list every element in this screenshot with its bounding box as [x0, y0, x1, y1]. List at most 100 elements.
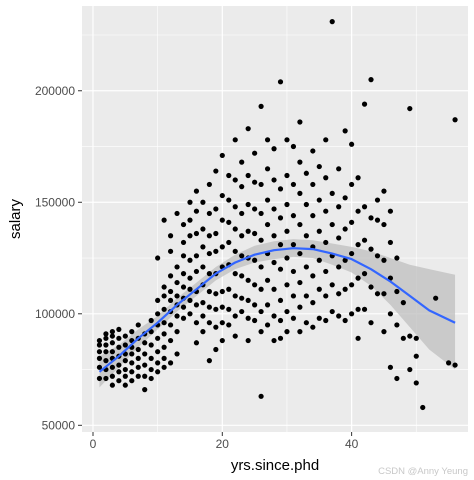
data-point	[258, 210, 264, 217]
data-point	[361, 306, 368, 312]
data-point	[413, 335, 419, 341]
data-point	[200, 264, 206, 270]
data-point	[167, 360, 174, 366]
data-point	[323, 317, 329, 324]
data-point	[342, 195, 348, 201]
data-point	[180, 284, 187, 290]
data-point	[129, 329, 135, 335]
data-point	[290, 213, 297, 219]
data-point	[109, 333, 115, 339]
data-point	[297, 250, 303, 257]
data-point	[122, 373, 128, 379]
data-point	[245, 337, 251, 344]
data-point	[116, 362, 122, 368]
y-axis-title: salary	[7, 198, 24, 239]
watermark: CSDN @Anny Yeung	[378, 466, 468, 477]
data-point	[109, 364, 115, 370]
data-point	[232, 177, 238, 183]
y-tick-label: 50000	[42, 418, 76, 432]
data-point	[187, 286, 193, 292]
data-point	[103, 331, 109, 337]
data-point	[200, 329, 206, 335]
data-point	[387, 208, 394, 214]
data-point	[316, 163, 322, 170]
data-point	[258, 181, 264, 188]
data-point	[174, 293, 180, 299]
data-point	[349, 250, 355, 257]
smooth-line-layer	[98, 247, 456, 373]
data-point	[180, 315, 187, 321]
data-point	[252, 302, 258, 308]
data-point	[252, 282, 258, 288]
data-point	[271, 177, 277, 183]
data-point	[252, 179, 258, 185]
data-point	[239, 184, 245, 190]
data-point	[394, 288, 400, 295]
data-point	[109, 373, 115, 379]
data-point	[226, 286, 232, 292]
data-point	[452, 362, 458, 368]
data-point	[284, 172, 290, 179]
data-point	[180, 221, 187, 228]
data-point	[368, 215, 374, 221]
data-point	[148, 342, 154, 348]
data-point	[245, 228, 251, 234]
x-axis-title: yrs.since.phd	[231, 457, 319, 474]
data-point	[271, 337, 277, 344]
data-point	[206, 304, 212, 310]
data-point	[135, 322, 141, 328]
data-point	[226, 172, 232, 179]
x-tick-label: 20	[216, 437, 230, 451]
data-point	[213, 306, 219, 312]
data-point	[167, 288, 174, 295]
data-point	[155, 360, 161, 366]
data-point	[135, 364, 141, 370]
data-point	[290, 181, 297, 188]
data-point	[148, 366, 154, 373]
data-point	[219, 337, 225, 344]
data-point	[310, 300, 316, 306]
data-point	[284, 255, 290, 261]
data-point	[174, 264, 180, 270]
data-point	[361, 237, 368, 243]
data-point	[258, 286, 264, 292]
data-point	[226, 219, 232, 225]
data-point	[109, 382, 115, 388]
data-point	[271, 286, 277, 292]
data-point	[219, 244, 225, 250]
data-point	[142, 373, 148, 379]
data-point	[323, 268, 329, 275]
data-point	[193, 188, 200, 194]
data-point	[174, 329, 180, 335]
data-point	[122, 382, 128, 388]
data-point	[420, 404, 426, 411]
data-point	[245, 297, 251, 304]
data-point	[271, 233, 277, 239]
data-point	[258, 264, 264, 270]
data-point	[336, 313, 342, 319]
data-point	[116, 344, 122, 350]
data-point	[232, 293, 238, 299]
data-point	[219, 320, 225, 326]
data-point	[264, 302, 271, 308]
data-point	[407, 105, 413, 112]
data-point	[193, 268, 200, 275]
data-point	[193, 208, 200, 214]
data-point	[193, 302, 200, 308]
data-point	[245, 126, 251, 132]
y-tick-label: 150000	[35, 195, 75, 209]
data-point	[239, 159, 245, 165]
data-point	[355, 335, 361, 341]
data-point	[271, 313, 277, 319]
data-point	[161, 355, 167, 361]
data-point	[142, 362, 148, 368]
data-point	[297, 279, 303, 286]
data-point	[336, 166, 342, 172]
data-point	[258, 393, 264, 399]
data-point	[264, 197, 271, 203]
data-point	[180, 304, 187, 310]
data-point	[342, 128, 348, 134]
data-point	[148, 317, 154, 324]
data-point	[200, 199, 206, 205]
